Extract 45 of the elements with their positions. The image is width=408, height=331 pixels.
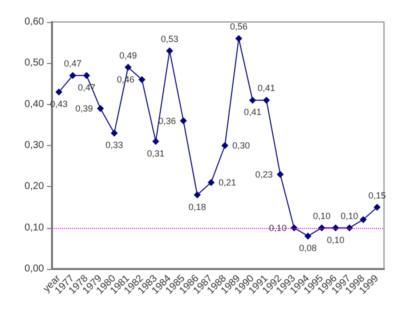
point [83,72,90,80]
point [360,216,367,224]
point [235,34,242,42]
y-tick-label: 0,10 [24,222,44,234]
data-label: 0,31 [146,148,165,158]
y-tick-label: 0,50 [24,58,44,69]
data-label: 0,10 [269,222,287,233]
data-label: 0,08 [299,243,317,254]
data-label: 0,49 [119,50,137,60]
data-label: 0,41 [258,83,276,94]
data-label: 0,30 [232,140,250,150]
data-label: 0,56 [230,21,248,32]
point [138,76,146,84]
point [55,88,62,96]
point [69,72,76,80]
data-label: 0,23 [255,169,273,180]
data-label: 0,10 [312,210,331,221]
point [249,96,256,104]
point [208,179,215,186]
point [374,204,381,211]
y-tick-label: 0,60 [24,16,44,28]
point [180,117,187,124]
data-label: 0,21 [218,178,236,188]
point [166,47,174,54]
point [124,64,132,71]
point [262,96,270,104]
data-label: 0,41 [244,107,262,118]
data-label: 0,10 [340,210,358,221]
data-label: 0,18 [188,202,206,212]
y-tick-label: 0,00 [24,264,44,274]
point [110,130,118,137]
y-tick-label: 0,20 [24,181,44,192]
data-label: 0,10 [326,234,344,245]
y-tick-label: 0,30 [24,140,44,151]
point [304,232,312,240]
data-label: 0,53 [160,34,178,44]
point [152,138,160,145]
point [194,191,201,198]
y-tick-label: 0,40 [24,98,44,110]
point [221,142,228,149]
data-label: 0,33 [105,140,124,150]
point [276,170,284,178]
point [96,104,104,112]
data-label: 0,39 [75,103,93,114]
data-label: 0,47 [64,58,82,69]
